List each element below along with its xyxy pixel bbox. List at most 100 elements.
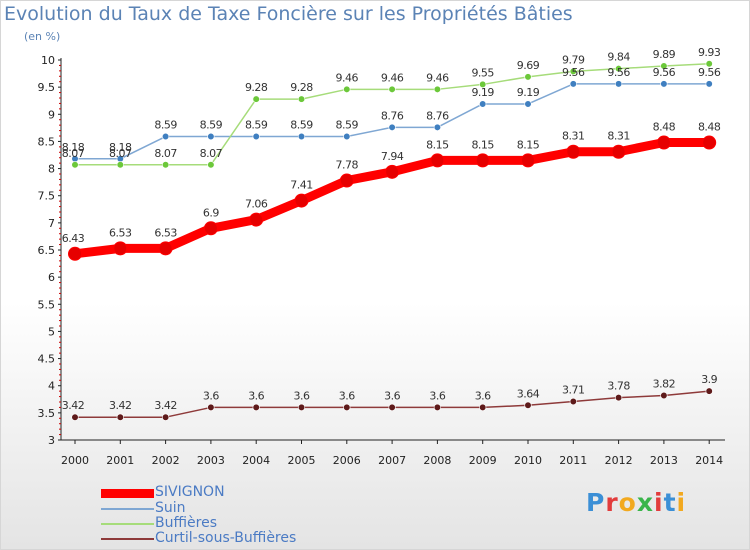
data-label-suin: 9.19 [471,86,494,99]
data-label-sivignon: 7.41 [290,179,313,192]
data-label-sivignon: 8.15 [426,138,449,151]
data-label-curtil-sous-buffi-res: 3.42 [109,399,132,412]
data-point-sivignon [68,246,82,261]
data-point-buffi-res [614,65,623,73]
data-point-curtil-sous-buffi-res [388,403,396,412]
data-label-curtil-sous-buffi-res: 3.6 [384,389,400,402]
y-tick-label: 3.5 [38,407,56,420]
y-tick-label: 4 [48,380,55,393]
data-point-suin [569,80,577,88]
data-label-buffi-res: 9.46 [336,71,359,84]
y-tick-label: 8.5 [38,135,56,148]
legend-swatch-sivignon [101,488,154,498]
data-point-suin [252,132,260,141]
data-label-suin: 8.76 [381,109,404,122]
data-point-buffi-res [71,161,79,169]
data-point-sivignon [611,144,626,159]
data-point-buffi-res [252,95,260,103]
data-point-buffi-res [479,80,487,89]
data-label-suin: 9.56 [698,66,721,79]
data-label-sivignon: 8.48 [698,121,721,134]
data-label-buffi-res: 8.07 [154,147,177,160]
x-tick-label: 2000 [61,454,89,467]
data-point-sivignon [566,144,581,159]
y-tick-label: 10 [41,54,55,67]
data-label-buffi-res: 9.46 [381,71,404,84]
data-point-curtil-sous-buffi-res [569,397,577,406]
data-label-curtil-sous-buffi-res: 3.6 [248,389,264,402]
logo-letter: t [663,488,677,517]
data-label-sivignon: 6.53 [154,226,177,239]
data-label-curtil-sous-buffi-res: 3.82 [653,377,676,390]
x-tick-label: 2005 [288,454,316,467]
data-point-suin [388,123,396,131]
data-point-buffi-res [343,85,351,93]
data-point-sivignon [475,153,490,168]
logo-letter: r [605,488,619,517]
legend-swatch-suin [101,508,154,510]
y-tick-label: 3 [48,434,55,447]
data-label-sivignon: 8.15 [517,138,540,151]
chart-title: Evolution du Taux de Taxe Foncière sur l… [4,3,573,25]
data-point-sivignon [430,153,445,168]
data-label-suin: 9.56 [653,66,676,79]
data-point-buffi-res [162,161,170,169]
data-label-curtil-sous-buffi-res: 3.6 [429,389,445,402]
data-label-sivignon: 6.53 [109,226,132,239]
x-tick-label: 2004 [242,454,270,467]
data-point-curtil-sous-buffi-res [524,401,532,409]
data-label-buffi-res: 9.79 [562,53,585,66]
data-point-buffi-res [705,60,713,68]
x-tick-label: 2010 [514,454,542,467]
data-point-sivignon [339,173,354,188]
data-point-buffi-res [207,161,215,169]
data-point-sivignon [294,193,309,208]
data-point-sivignon [385,164,400,179]
data-label-sivignon: 6.43 [62,232,85,245]
proxiti-logo: Proxiti [586,488,686,517]
data-label-suin: 8.18 [109,141,132,154]
data-label-curtil-sous-buffi-res: 3.6 [475,389,491,402]
data-label-suin: 9.56 [562,66,585,79]
data-point-curtil-sous-buffi-res [162,413,170,421]
data-label-buffi-res: 9.28 [245,81,268,94]
data-point-buffi-res [524,73,532,81]
data-point-sivignon [113,241,128,256]
data-point-buffi-res [433,85,442,93]
legend-label-sivignon: SIVIGNON [155,484,225,500]
y-tick-label: 6 [48,271,55,284]
data-point-suin [343,132,351,141]
data-label-buffi-res: 8.07 [62,147,85,160]
data-point-suin [524,100,532,108]
data-label-suin: 8.59 [154,119,177,132]
legend-label-curtil-sous-buffi-res: Curtil-sous-Buffières [155,530,297,546]
logo-letter: P [586,488,606,517]
data-label-suin: 8.76 [426,109,449,122]
data-point-sivignon [203,221,218,236]
x-tick-label: 2007 [378,454,406,467]
data-point-suin [433,123,442,131]
data-label-curtil-sous-buffi-res: 3.71 [562,383,585,396]
data-label-sivignon: 7.94 [381,150,404,163]
data-label-suin: 9.56 [607,66,630,79]
data-point-curtil-sous-buffi-res [705,387,713,395]
data-label-curtil-sous-buffi-res: 3.6 [203,389,219,402]
y-tick-label: 4.5 [38,353,56,366]
data-label-sivignon: 7.78 [336,159,359,172]
y-tick-label: 9 [48,108,55,121]
data-point-curtil-sous-buffi-res [116,413,124,421]
data-label-sivignon: 7.06 [245,198,268,211]
legend-label-suin: Suin [155,500,186,516]
data-label-buffi-res: 9.69 [517,59,540,72]
data-point-curtil-sous-buffi-res [343,403,351,412]
x-tick-label: 2012 [605,454,633,467]
legend-label-buffi-res: Buffières [155,515,217,531]
y-tick-label: 5.5 [38,298,56,311]
data-label-curtil-sous-buffi-res: 3.9 [701,373,717,386]
data-point-curtil-sous-buffi-res [252,403,260,412]
data-label-buffi-res: 9.55 [471,66,494,79]
data-label-curtil-sous-buffi-res: 3.6 [339,389,355,402]
y-tick-label: 5 [48,325,55,338]
